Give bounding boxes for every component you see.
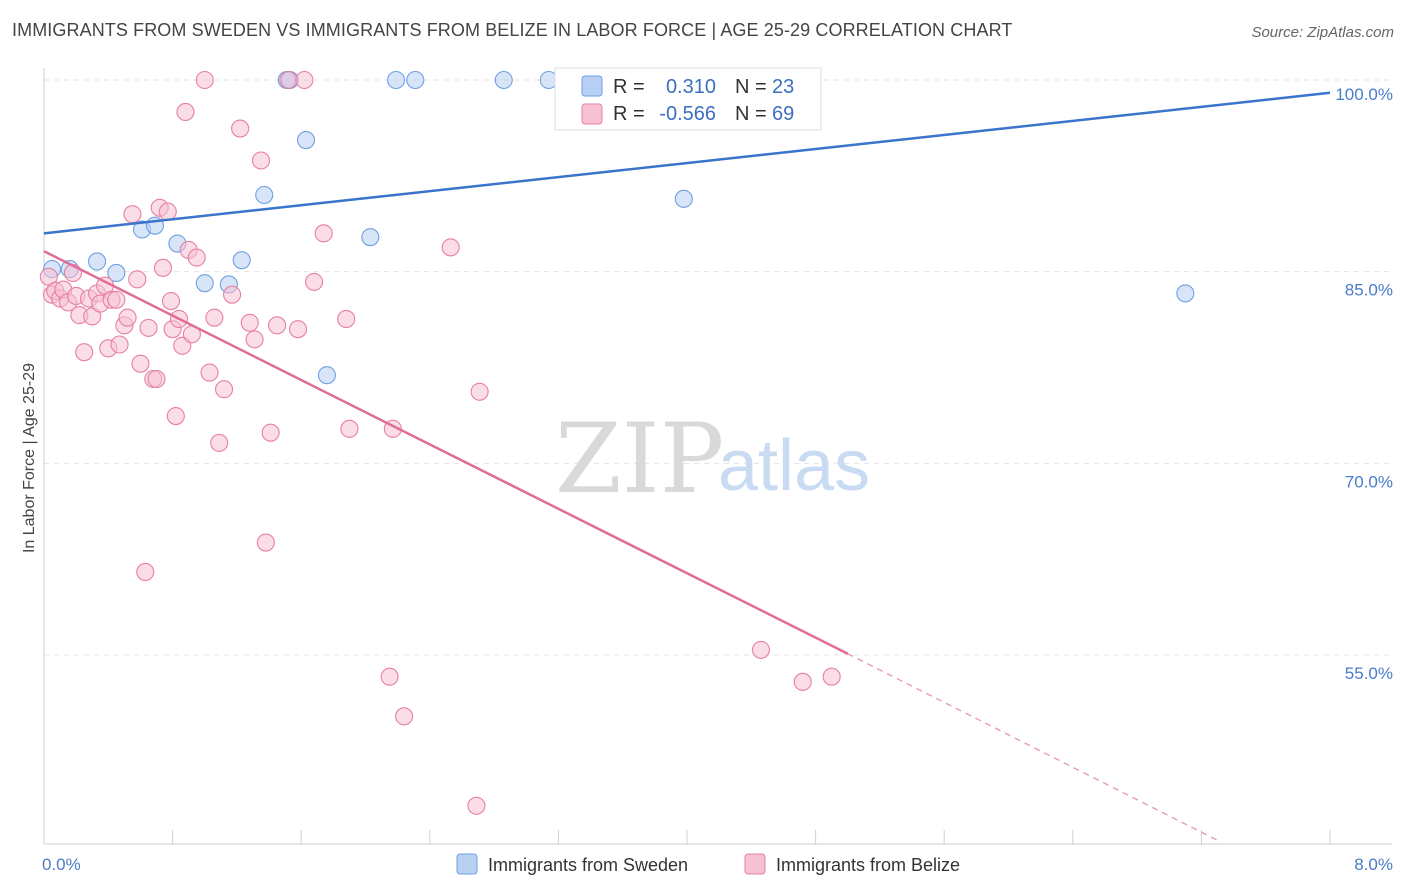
y-tick-labels: 100.0% 85.0% 70.0% 55.0% [1335,85,1393,683]
stats-legend: R = 0.310 N = 23 R = -0.566 N = 69 [554,67,822,131]
watermark-zip: ZIP [555,403,724,515]
sweden-point-14 [317,366,336,385]
sweden-point-10 [255,185,274,205]
r-value-belize: -0.566 [659,103,716,125]
belize-trend-extension [847,653,1218,841]
belize-point-36 [176,102,195,121]
belize-point-63 [441,238,460,257]
r-label-sweden: R = [613,76,645,98]
belize-point-46 [231,119,250,138]
belize-point-31 [161,292,181,311]
sweden-trend-line [43,91,1331,235]
belize-point-62 [395,707,414,726]
belize-point-41 [200,363,219,382]
belize-point-52 [268,316,287,335]
sweden-point-13 [296,131,316,150]
belize-point-39 [187,248,206,267]
belize-point-22 [128,270,147,289]
belize-point-45 [223,285,242,304]
sweden-point-22 [1176,284,1195,303]
sweden-point-3 [107,263,126,282]
belize-point-57 [314,224,333,243]
legend-label-sweden: Immigrants from Sweden [488,855,688,875]
chart-title: IMMIGRANTS FROM SWEDEN VS IMMIGRANTS FRO… [12,20,1013,40]
legend-label-belize: Immigrants from Belize [776,855,960,875]
belize-point-68 [822,667,841,686]
watermark: ZIP atlas [555,403,870,515]
y-tick-label-0: 100.0% [1335,85,1393,104]
belize-point-47 [240,313,259,332]
x-tick-label-left: 0.0% [42,855,81,874]
belize-point-30 [158,202,177,221]
belize-point-50 [256,533,275,552]
belize-point-55 [295,70,314,90]
belize-point-60 [380,667,399,686]
stats-swatch-sweden [581,75,603,97]
belize-point-18 [110,335,129,354]
belize-point-21 [123,205,142,224]
sweden-point-2 [87,252,107,271]
r-value-sweden: 0.310 [666,76,716,98]
sweden-point-18 [494,70,513,90]
belize-point-59 [340,419,359,438]
belize-point-54 [288,320,308,339]
belize-point-56 [305,272,324,291]
belize-point-58 [337,309,356,328]
series-legend: Immigrants from Sweden Immigrants from B… [456,853,960,875]
n-value-sweden: 23 [772,76,794,98]
sweden-point-7 [195,274,214,293]
stats-swatch-belize [581,103,603,125]
legend-swatch-belize [744,853,766,875]
data-points [39,70,1195,815]
chart-source: Source: ZipAtlas.com [1251,24,1394,41]
belize-point-24 [136,562,155,581]
belize-point-40 [195,70,214,90]
sweden-point-21 [674,189,693,208]
belize-point-9 [75,343,94,362]
n-label-belize: N = [735,103,767,125]
belize-point-11 [83,307,102,326]
sweden-point-9 [232,251,251,270]
belize-point-25 [139,318,158,337]
sweden-point-17 [406,70,425,90]
gridlines [44,79,1392,656]
axes [43,68,1392,845]
belize-point-66 [751,640,770,659]
belize-point-20 [118,308,137,327]
y-tick-label-2: 70.0% [1345,472,1393,491]
belize-point-33 [166,407,185,426]
r-label-belize: R = [613,103,645,125]
belize-point-44 [214,380,234,399]
belize-point-43 [210,433,229,452]
legend-swatch-sweden [456,853,478,875]
belize-point-42 [205,308,224,327]
belize-point-65 [467,796,486,815]
belize-point-17 [107,290,126,309]
belize-point-49 [251,151,271,170]
watermark-atlas: atlas [718,426,870,506]
belize-point-48 [245,330,264,349]
belize-point-53 [279,70,298,90]
y-tick-label-3: 55.0% [1345,664,1393,683]
belize-point-29 [153,258,173,277]
belize-point-23 [131,354,150,373]
n-value-belize: 69 [772,103,794,125]
sweden-point-15 [361,228,380,247]
belize-point-27 [147,369,166,389]
n-label-sweden: N = [735,76,767,98]
belize-point-64 [470,382,489,401]
belize-trend-line [43,250,849,655]
y-tick-label-1: 85.0% [1345,281,1393,300]
belize-point-51 [261,423,280,442]
trend-lines [43,91,1331,841]
belize-point-67 [793,672,812,691]
x-tick-label-right: 8.0% [1354,855,1393,874]
sweden-point-16 [386,70,406,90]
y-axis-title: In Labor Force | Age 25-29 [21,363,38,553]
